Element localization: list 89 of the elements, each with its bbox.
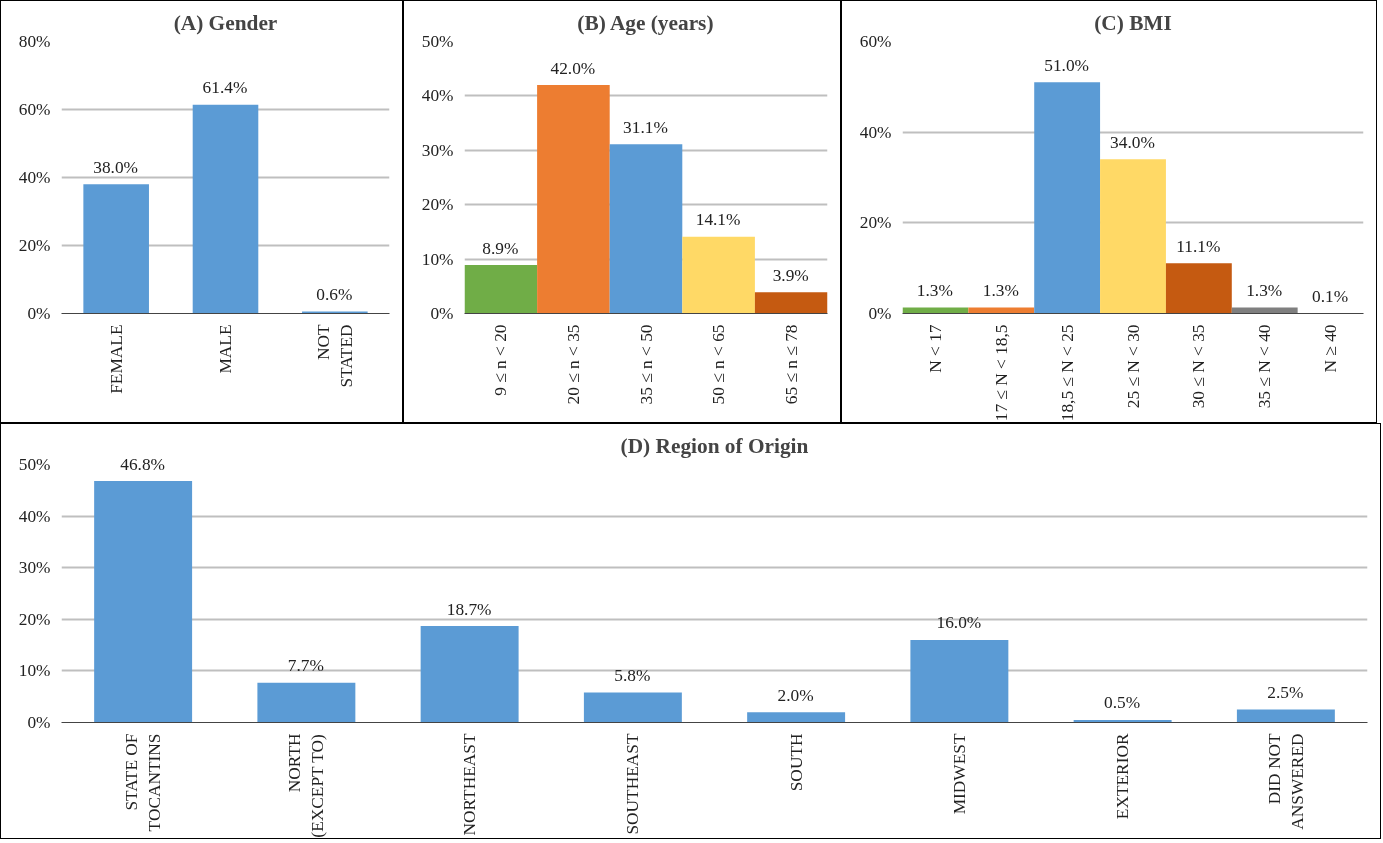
data-label: 3.9%: [772, 265, 809, 286]
bar: [1100, 159, 1166, 314]
x-tick-label: 25 ≤ N < 30: [1123, 324, 1143, 409]
chart-title: (D) Region of Origin: [620, 433, 809, 458]
y-tick-label: 40%: [421, 86, 454, 106]
data-label: 2.0%: [777, 685, 814, 706]
data-label: 2.5%: [1267, 683, 1304, 704]
y-tick-label: 30%: [18, 558, 51, 578]
bar: [747, 712, 846, 723]
x-tick-label: STATE OF TOCANTINS: [122, 733, 165, 832]
y-tick-label: 40%: [859, 122, 892, 142]
data-label: 5.8%: [614, 666, 651, 687]
x-tick-label: EXTERIOR: [1113, 733, 1133, 820]
x-tick-label: MALE: [216, 324, 235, 374]
bar: [1034, 82, 1101, 314]
data-label: 18.7%: [446, 599, 492, 620]
bar: [257, 682, 356, 723]
bar: [754, 292, 828, 314]
data-label: 38.0%: [93, 157, 139, 178]
x-tick-label: DID NOT ANSWERED: [1264, 733, 1307, 830]
x-tick-label: NOT STATED: [313, 324, 356, 388]
bar: [609, 144, 683, 314]
data-label: 34.0%: [1110, 132, 1155, 153]
y-tick-label: 40%: [18, 168, 51, 187]
data-label: 0.5%: [1104, 693, 1141, 714]
y-tick-label: 20%: [18, 236, 51, 255]
x-tick-label: SOUTHEAST: [623, 733, 643, 835]
x-tick-label: 30 ≤ N < 35: [1189, 324, 1209, 409]
y-tick-label: 20%: [18, 609, 51, 629]
x-tick-label: NORTHEAST: [460, 733, 480, 836]
y-tick-label: 10%: [421, 249, 454, 269]
y-tick-label: 20%: [859, 213, 892, 233]
y-tick-label: 30%: [421, 140, 454, 160]
data-label: 51.0%: [1044, 55, 1090, 76]
data-label: 1.3%: [982, 281, 1019, 302]
y-tick-label: 60%: [18, 100, 51, 119]
y-tick-label: 20%: [421, 195, 454, 215]
y-tick-label: 50%: [421, 32, 454, 51]
x-tick-label: N < 17: [925, 324, 945, 373]
x-tick-label: MIDWEST: [949, 733, 969, 815]
x-tick-label: 20 ≤ n < 35: [563, 324, 583, 405]
x-tick-label: SOUTH: [786, 733, 806, 792]
y-tick-label: 0%: [27, 304, 51, 323]
bar: [1236, 709, 1335, 723]
bar: [94, 481, 193, 723]
bar: [910, 639, 1009, 723]
bar: [682, 236, 755, 314]
x-tick-label: FEMALE: [106, 324, 126, 394]
data-label: 0.6%: [316, 284, 353, 305]
x-tick-label: 17 ≤ N < 18,5: [991, 324, 1011, 422]
chart-title: (A) Gender: [173, 10, 278, 35]
data-label: 46.8%: [120, 454, 166, 475]
x-tick-label: 35 ≤ N < 40: [1255, 324, 1275, 409]
y-tick-label: 60%: [859, 32, 892, 51]
y-tick-label: 0%: [868, 304, 892, 323]
y-tick-label: 80%: [18, 32, 51, 51]
bar: [537, 85, 610, 314]
data-label: 0.1%: [1312, 286, 1349, 307]
bar: [1165, 263, 1232, 314]
data-label: 1.3%: [1246, 281, 1283, 302]
data-label: 14.1%: [695, 210, 741, 231]
y-tick-label: 40%: [18, 506, 51, 526]
x-tick-label: 50 ≤ n < 65: [709, 324, 729, 405]
y-tick-label: 0%: [27, 713, 51, 732]
bar: [583, 692, 682, 723]
data-label: 31.1%: [623, 117, 668, 138]
bar: [83, 184, 149, 314]
bar: [302, 311, 368, 314]
x-tick-label: 35 ≤ n < 50: [636, 324, 656, 405]
x-tick-label: 65 ≤ n ≤ 78: [781, 324, 801, 405]
data-label: 7.7%: [287, 656, 324, 677]
y-tick-label: 10%: [18, 661, 51, 681]
x-tick-label: N ≥ 40: [1321, 324, 1341, 373]
bar: [464, 265, 538, 314]
data-label: 11.1%: [1176, 236, 1221, 257]
data-label: 1.3%: [916, 281, 953, 302]
x-tick-label: 9 ≤ n < 20: [491, 324, 511, 396]
y-tick-label: 0%: [430, 304, 454, 323]
chart-title: (B) Age (years): [577, 10, 714, 35]
data-label: 42.0%: [550, 58, 596, 79]
bar: [420, 626, 519, 723]
chart-title: (C) BMI: [1094, 10, 1172, 35]
bar: [192, 104, 259, 314]
data-label: 8.9%: [482, 238, 519, 259]
y-tick-label: 50%: [18, 455, 51, 474]
data-label: 61.4%: [202, 78, 248, 99]
data-label: 16.0%: [936, 613, 982, 634]
x-tick-label: 18,5 ≤ N < 25: [1057, 324, 1077, 422]
x-tick-label: NORTH (EXCEPT TO): [285, 733, 328, 838]
